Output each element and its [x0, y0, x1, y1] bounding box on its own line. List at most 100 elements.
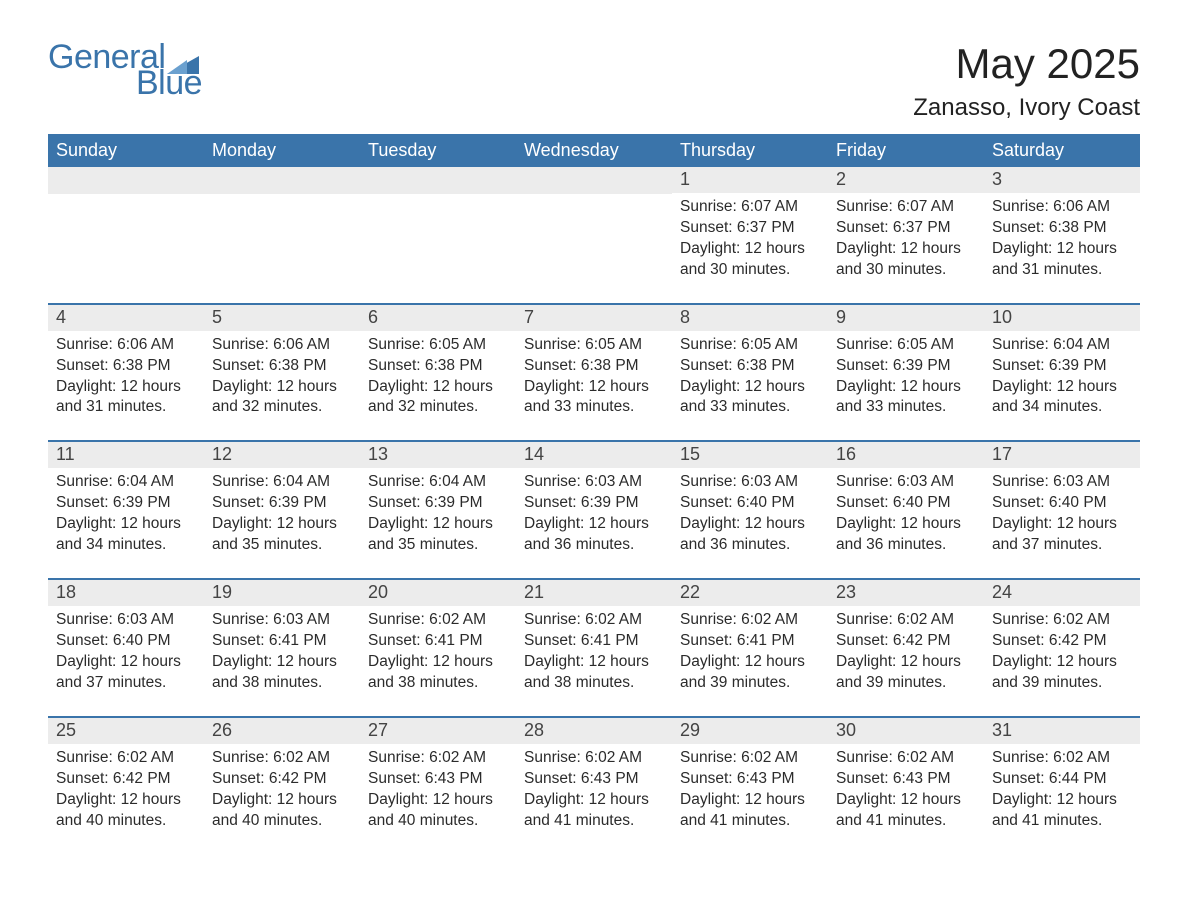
day-number: 21 [516, 580, 672, 606]
day-details: Sunrise: 6:02 AMSunset: 6:42 PMDaylight:… [828, 606, 984, 694]
day-cell [360, 167, 516, 303]
day-details: Sunrise: 6:02 AMSunset: 6:43 PMDaylight:… [516, 744, 672, 832]
day-number: 16 [828, 442, 984, 468]
daylight-line: Daylight: 12 hours and 39 minutes. [836, 652, 976, 694]
daylight-line: Daylight: 12 hours and 35 minutes. [368, 514, 508, 556]
sunrise-line: Sunrise: 6:07 AM [836, 197, 976, 218]
daylight-line: Daylight: 12 hours and 35 minutes. [212, 514, 352, 556]
calendar-week: 25Sunrise: 6:02 AMSunset: 6:42 PMDayligh… [48, 716, 1140, 854]
sunrise-line: Sunrise: 6:05 AM [680, 335, 820, 356]
day-details: Sunrise: 6:07 AMSunset: 6:37 PMDaylight:… [828, 193, 984, 281]
daylight-line: Daylight: 12 hours and 37 minutes. [56, 652, 196, 694]
day-number [48, 167, 204, 194]
day-details: Sunrise: 6:03 AMSunset: 6:39 PMDaylight:… [516, 468, 672, 556]
day-number: 4 [48, 305, 204, 331]
daylight-line: Daylight: 12 hours and 34 minutes. [56, 514, 196, 556]
sunset-line: Sunset: 6:37 PM [836, 218, 976, 239]
daylight-line: Daylight: 12 hours and 31 minutes. [992, 239, 1132, 281]
daylight-line: Daylight: 12 hours and 31 minutes. [56, 377, 196, 419]
sunset-line: Sunset: 6:40 PM [680, 493, 820, 514]
sunrise-line: Sunrise: 6:02 AM [836, 748, 976, 769]
day-cell: 5Sunrise: 6:06 AMSunset: 6:38 PMDaylight… [204, 305, 360, 441]
sunset-line: Sunset: 6:42 PM [992, 631, 1132, 652]
sunset-line: Sunset: 6:42 PM [836, 631, 976, 652]
day-cell: 12Sunrise: 6:04 AMSunset: 6:39 PMDayligh… [204, 442, 360, 578]
day-details: Sunrise: 6:03 AMSunset: 6:40 PMDaylight:… [672, 468, 828, 556]
sunset-line: Sunset: 6:38 PM [524, 356, 664, 377]
day-number: 7 [516, 305, 672, 331]
sunset-line: Sunset: 6:41 PM [212, 631, 352, 652]
day-number [360, 167, 516, 194]
day-cell: 26Sunrise: 6:02 AMSunset: 6:42 PMDayligh… [204, 718, 360, 854]
brand-logo: General Blue [48, 40, 202, 100]
page-title: May 2025 [913, 40, 1140, 88]
day-number: 22 [672, 580, 828, 606]
weekday-header-row: SundayMondayTuesdayWednesdayThursdayFrid… [48, 134, 1140, 167]
day-number: 11 [48, 442, 204, 468]
sunrise-line: Sunrise: 6:02 AM [836, 610, 976, 631]
day-details: Sunrise: 6:04 AMSunset: 6:39 PMDaylight:… [204, 468, 360, 556]
day-details: Sunrise: 6:02 AMSunset: 6:43 PMDaylight:… [828, 744, 984, 832]
day-cell: 15Sunrise: 6:03 AMSunset: 6:40 PMDayligh… [672, 442, 828, 578]
daylight-line: Daylight: 12 hours and 36 minutes. [836, 514, 976, 556]
daylight-line: Daylight: 12 hours and 33 minutes. [524, 377, 664, 419]
sunrise-line: Sunrise: 6:06 AM [212, 335, 352, 356]
day-details: Sunrise: 6:06 AMSunset: 6:38 PMDaylight:… [984, 193, 1140, 281]
daylight-line: Daylight: 12 hours and 32 minutes. [212, 377, 352, 419]
sunset-line: Sunset: 6:38 PM [56, 356, 196, 377]
day-cell: 18Sunrise: 6:03 AMSunset: 6:40 PMDayligh… [48, 580, 204, 716]
daylight-line: Daylight: 12 hours and 38 minutes. [368, 652, 508, 694]
day-details: Sunrise: 6:03 AMSunset: 6:40 PMDaylight:… [48, 606, 204, 694]
sunrise-line: Sunrise: 6:06 AM [992, 197, 1132, 218]
day-cell: 3Sunrise: 6:06 AMSunset: 6:38 PMDaylight… [984, 167, 1140, 303]
day-number [516, 167, 672, 194]
day-cell: 14Sunrise: 6:03 AMSunset: 6:39 PMDayligh… [516, 442, 672, 578]
sunrise-line: Sunrise: 6:05 AM [524, 335, 664, 356]
day-number: 17 [984, 442, 1140, 468]
weekday-header: Thursday [672, 134, 828, 167]
day-cell: 13Sunrise: 6:04 AMSunset: 6:39 PMDayligh… [360, 442, 516, 578]
sunset-line: Sunset: 6:41 PM [368, 631, 508, 652]
day-number: 5 [204, 305, 360, 331]
daylight-line: Daylight: 12 hours and 32 minutes. [368, 377, 508, 419]
day-cell: 2Sunrise: 6:07 AMSunset: 6:37 PMDaylight… [828, 167, 984, 303]
day-number: 29 [672, 718, 828, 744]
day-cell: 29Sunrise: 6:02 AMSunset: 6:43 PMDayligh… [672, 718, 828, 854]
day-number: 25 [48, 718, 204, 744]
sunset-line: Sunset: 6:39 PM [56, 493, 196, 514]
sunrise-line: Sunrise: 6:04 AM [56, 472, 196, 493]
daylight-line: Daylight: 12 hours and 37 minutes. [992, 514, 1132, 556]
sunrise-line: Sunrise: 6:06 AM [56, 335, 196, 356]
weekday-header: Sunday [48, 134, 204, 167]
day-details: Sunrise: 6:03 AMSunset: 6:40 PMDaylight:… [828, 468, 984, 556]
sunrise-line: Sunrise: 6:03 AM [680, 472, 820, 493]
sunset-line: Sunset: 6:43 PM [680, 769, 820, 790]
day-cell [204, 167, 360, 303]
day-cell: 10Sunrise: 6:04 AMSunset: 6:39 PMDayligh… [984, 305, 1140, 441]
day-number: 3 [984, 167, 1140, 193]
daylight-line: Daylight: 12 hours and 41 minutes. [836, 790, 976, 832]
daylight-line: Daylight: 12 hours and 39 minutes. [992, 652, 1132, 694]
day-number: 12 [204, 442, 360, 468]
sunset-line: Sunset: 6:41 PM [680, 631, 820, 652]
sunrise-line: Sunrise: 6:03 AM [524, 472, 664, 493]
day-cell: 6Sunrise: 6:05 AMSunset: 6:38 PMDaylight… [360, 305, 516, 441]
day-details: Sunrise: 6:02 AMSunset: 6:42 PMDaylight:… [204, 744, 360, 832]
daylight-line: Daylight: 12 hours and 40 minutes. [56, 790, 196, 832]
day-number [204, 167, 360, 194]
sunset-line: Sunset: 6:38 PM [368, 356, 508, 377]
day-cell: 28Sunrise: 6:02 AMSunset: 6:43 PMDayligh… [516, 718, 672, 854]
sunset-line: Sunset: 6:42 PM [56, 769, 196, 790]
calendar-week: 4Sunrise: 6:06 AMSunset: 6:38 PMDaylight… [48, 303, 1140, 441]
day-cell [48, 167, 204, 303]
day-details: Sunrise: 6:02 AMSunset: 6:44 PMDaylight:… [984, 744, 1140, 832]
day-cell: 27Sunrise: 6:02 AMSunset: 6:43 PMDayligh… [360, 718, 516, 854]
daylight-line: Daylight: 12 hours and 41 minutes. [680, 790, 820, 832]
sunset-line: Sunset: 6:40 PM [56, 631, 196, 652]
sunrise-line: Sunrise: 6:07 AM [680, 197, 820, 218]
day-number: 31 [984, 718, 1140, 744]
day-details: Sunrise: 6:02 AMSunset: 6:41 PMDaylight:… [360, 606, 516, 694]
daylight-line: Daylight: 12 hours and 41 minutes. [524, 790, 664, 832]
sunrise-line: Sunrise: 6:03 AM [836, 472, 976, 493]
calendar-week: 18Sunrise: 6:03 AMSunset: 6:40 PMDayligh… [48, 578, 1140, 716]
